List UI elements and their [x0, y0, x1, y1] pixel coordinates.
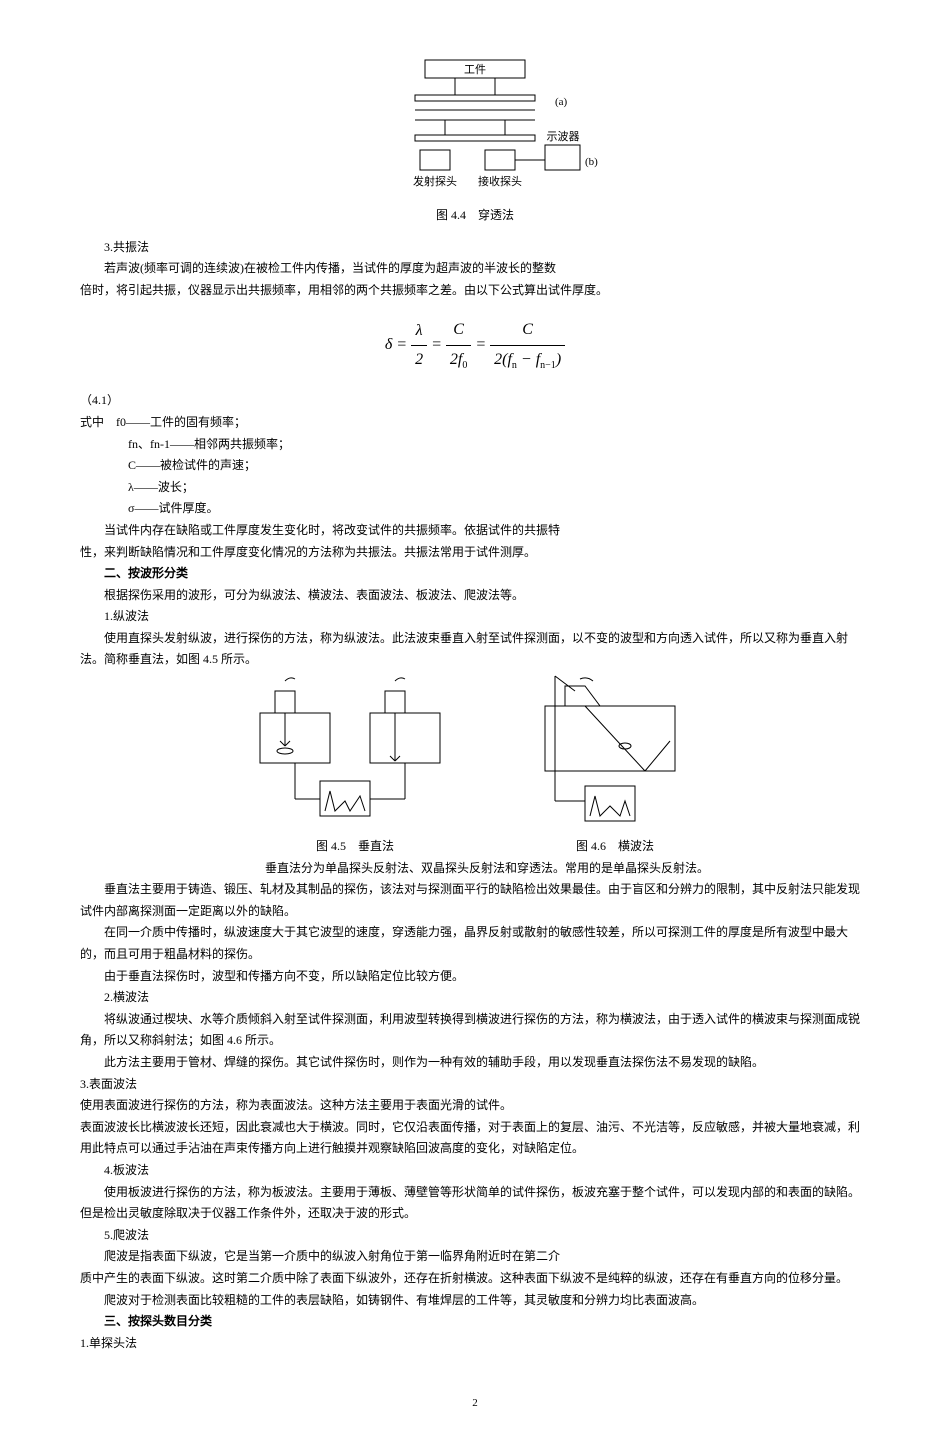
fig-4-4-svg: 工件 (a) 示波器 (b) 发射探头 接收探头: [345, 50, 605, 200]
svg-text:(a): (a): [555, 96, 568, 108]
def-p1: 当试件内存在缺陷或工件厚度发生变化时，将改变试件的共振频率。依据试件的共振特: [80, 520, 870, 542]
formula-label: （4.1）: [80, 390, 870, 412]
section-3b-p1: 使用表面波进行探伤的方法，称为表面波法。这种方法主要用于表面光滑的试件。: [80, 1095, 870, 1117]
after-fig-p2: 垂直法主要用于铸造、锻压、轧材及其制品的探伤，该法对与探测面平行的缺陷检出效果最…: [80, 879, 870, 922]
section-3b-title: 3.表面波法: [80, 1074, 870, 1096]
def-intro: 式中 f0——工件的固有频率；: [80, 412, 870, 434]
def-l2: C——被检试件的声速；: [128, 455, 870, 477]
def-l4: σ——试件厚度。: [128, 498, 870, 520]
after-fig-p4: 由于垂直法探伤时，波型和传播方向不变，所以缺陷定位比较方便。: [80, 966, 870, 988]
svg-text:工件: 工件: [464, 63, 486, 76]
fig-4-6-svg: [525, 671, 705, 831]
section-5-p3: 爬波对于检测表面比较粗糙的工件的表层缺陷，如铸钢件、有堆焊层的工件等，其灵敏度和…: [80, 1290, 870, 1312]
section-2-title: 二、按波形分类: [80, 563, 870, 585]
svg-text:发射探头: 发射探头: [413, 174, 457, 188]
page-number: 2: [80, 1394, 870, 1414]
formula-4-1: δ = λ2 = C2f0 = C2(fn − fn−1): [80, 316, 870, 375]
figure-4-5: 图 4.5 垂直法: [245, 671, 465, 858]
dual-figure-container: 图 4.5 垂直法 图 4.6 横波法: [80, 671, 870, 858]
section-5-p1: 爬波是指表面下纵波，它是当第一介质中的纵波入射角位于第一临界角附近时在第二介: [80, 1246, 870, 1268]
svg-text:接收探头: 接收探头: [478, 174, 522, 188]
def-p2: 性，来判断缺陷情况和工件厚度变化情况的方法称为共振法。共振法常用于试件测厚。: [80, 542, 870, 564]
fig-4-5-caption: 图 4.5 垂直法: [245, 836, 465, 858]
section-3b-p2: 表面波波长比横波波长还短，因此衰减也大于横波。同时，它仅沿表面传播，对于表面上的…: [80, 1117, 870, 1160]
def-l1: fn、fn-1——相邻两共振频率；: [128, 434, 870, 456]
section-3-probe-title: 三、按探头数目分类: [80, 1311, 870, 1333]
section-2-2-p2: 此方法主要用于管材、焊缝的探伤。其它试件探伤时，则作为一种有效的辅助手段，用以发…: [80, 1052, 870, 1074]
section-5-p2: 质中产生的表面下纵波。这时第二介质中除了表面下纵波外，还存在折射横波。这种表面下…: [80, 1268, 870, 1290]
section-3-p2: 倍时，将引起共振，仪器显示出共振频率，用相邻的两个共振频率之差。由以下公式算出试…: [80, 280, 870, 302]
fig-4-6-caption: 图 4.6 横波法: [525, 836, 705, 858]
section-3-p1: 若声波(频率可调的连续波)在被检工件内传播，当试件的厚度为超声波的半波长的整数: [80, 258, 870, 280]
section-4-title: 4.板波法: [80, 1160, 870, 1182]
section-2-intro: 根据探伤采用的波形，可分为纵波法、横波法、表面波法、板波法、爬波法等。: [80, 585, 870, 607]
fig-4-5-svg: [245, 671, 465, 831]
figure-4-4: 工件 (a) 示波器 (b) 发射探头 接收探头 图 4.4 穿透法: [80, 50, 870, 227]
fig-4-4-caption: 图 4.4 穿透法: [80, 205, 870, 227]
section-2-1-p: 使用直探头发射纵波，进行探伤的方法，称为纵波法。此法波束垂直入射至试件探测面，以…: [80, 628, 870, 671]
figure-4-6: 图 4.6 横波法: [525, 671, 705, 858]
section-3-resonance-title: 3.共振法: [80, 237, 870, 259]
after-fig-p3: 在同一介质中传播时，纵波速度大于其它波型的速度，穿透能力强，晶界反射或散射的敏感…: [80, 922, 870, 965]
svg-text:示波器: 示波器: [547, 130, 580, 143]
after-fig-p1: 垂直法分为单晶探头反射法、双晶探头反射法和穿透法。常用的是单晶探头反射法。: [80, 858, 870, 880]
section-5-title: 5.爬波法: [80, 1225, 870, 1247]
section-2-2-p: 将纵波通过楔块、水等介质倾斜入射至试件探测面，利用波型转换得到横波进行探伤的方法…: [80, 1009, 870, 1052]
def-l3: λ——波长；: [128, 477, 870, 499]
svg-text:(b): (b): [585, 156, 598, 168]
section-2-1-title: 1.纵波法: [80, 606, 870, 628]
section-4-p: 使用板波进行探伤的方法，称为板波法。主要用于薄板、薄壁管等形状简单的试件探伤，板…: [80, 1182, 870, 1225]
section-2-2-title: 2.横波法: [80, 987, 870, 1009]
